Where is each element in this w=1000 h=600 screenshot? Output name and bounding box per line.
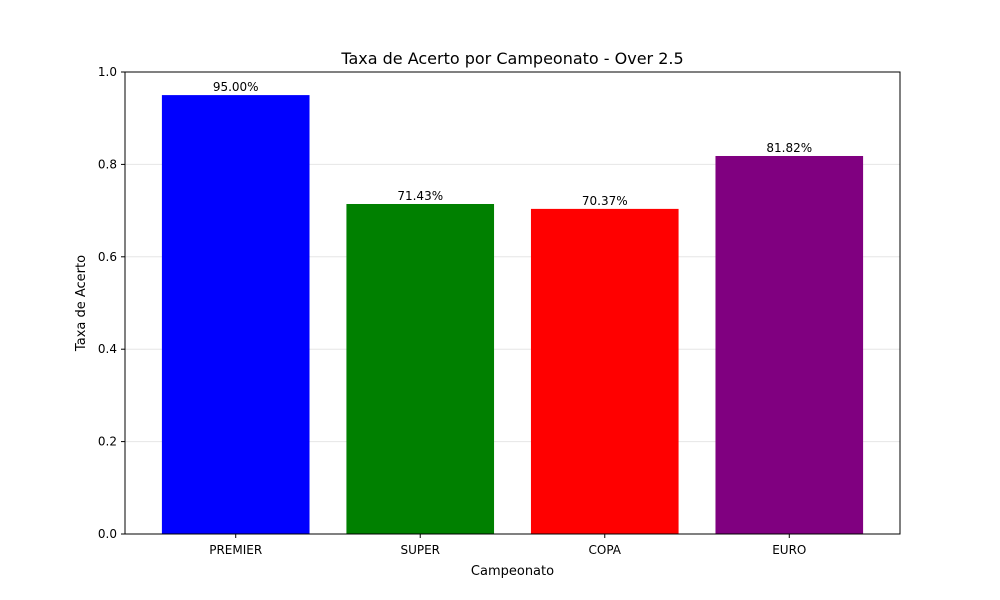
bars <box>161 95 864 535</box>
data-label-super: 71.43% <box>397 189 443 203</box>
y-tick-label: 0.0 <box>98 527 117 541</box>
y-tick-label: 1.0 <box>98 65 117 79</box>
y-axis-ticks: 0.0 0.2 0.4 0.6 0.8 1.0 <box>98 65 125 541</box>
data-label-euro: 81.82% <box>766 141 812 155</box>
bar-copa <box>530 208 679 534</box>
axes-frame <box>124 71 901 535</box>
y-tick-label: 0.2 <box>98 435 117 449</box>
x-axis-label: Campeonato <box>471 564 554 579</box>
x-axis-ticks: PREMIER SUPER COPA EURO <box>209 534 806 557</box>
bar-super <box>346 203 495 534</box>
y-axis-label: Taxa de Acerto <box>74 255 89 352</box>
data-label-premier: 95.00% <box>213 80 259 94</box>
chart-title: Taxa de Acerto por Campeonato - Over 2.5 <box>340 49 683 68</box>
y-tick-label: 0.6 <box>98 250 117 264</box>
data-labels: 95.00% 71.43% 70.37% 81.82% <box>213 80 812 208</box>
y-tick-label: 0.8 <box>98 157 117 171</box>
data-label-copa: 70.37% <box>582 194 628 208</box>
x-tick-label-super: SUPER <box>400 543 440 557</box>
bar-premier <box>161 95 310 534</box>
bar-euro <box>715 155 864 535</box>
x-tick-label-copa: COPA <box>589 543 622 557</box>
x-tick-label-premier: PREMIER <box>209 543 262 557</box>
x-tick-label-euro: EURO <box>772 543 806 557</box>
y-tick-label: 0.4 <box>98 342 117 356</box>
